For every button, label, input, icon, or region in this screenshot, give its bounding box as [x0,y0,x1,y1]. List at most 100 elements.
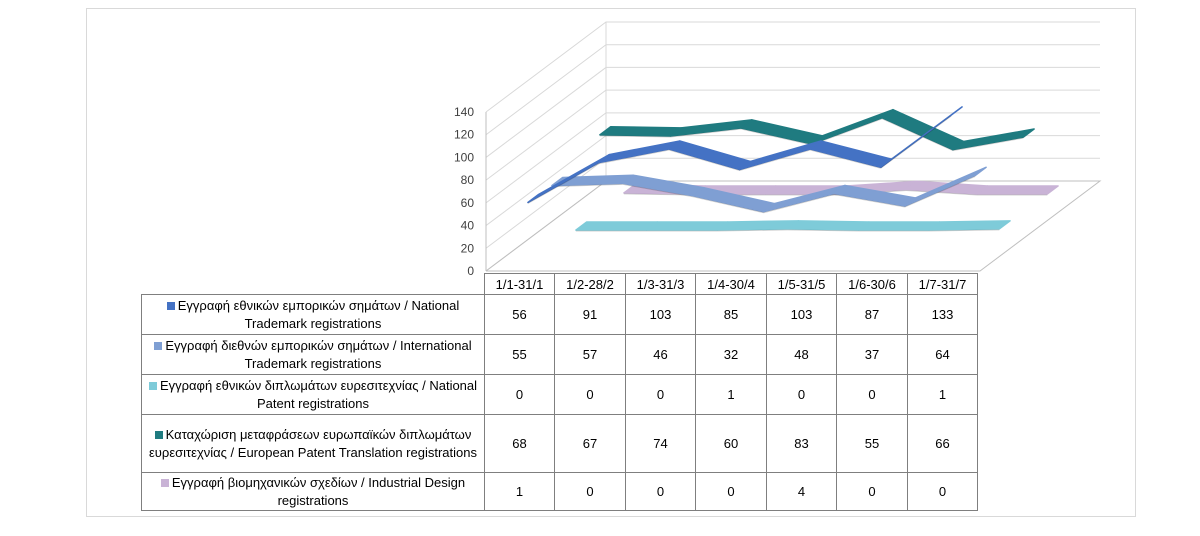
legend-key-icon [148,381,157,390]
series-4-ribbon [599,108,1035,152]
data-value-cell: 0 [554,374,626,415]
table-row: Εγγραφή εθνικών διπλωμάτων ευρεσιτεχνίας… [141,374,978,415]
series-label: Καταχώριση μεταφράσεων ευρωπαϊκών διπλωμ… [141,414,485,473]
data-value-cell: 55 [836,414,908,473]
series-1-edge [668,149,740,171]
series-1-edge [527,163,599,204]
data-value-cell: 55 [484,334,555,375]
data-value-cell: 0 [695,472,767,511]
series-3-edge [787,229,859,232]
series-5-segment [975,185,1059,195]
series-4-segment [951,128,1035,151]
series-1-edge [739,149,811,171]
category-header-row: 1/1-31/1 1/2-28/2 1/3-31/3 1/4-30/4 1/5-31/5… [142,273,978,295]
series-2-edge [551,183,623,188]
x-tick-label: 1/1-31/1 [484,273,555,295]
series-2-segment [903,166,987,207]
data-value-cell: 0 [625,472,696,511]
series-3-ribbon [575,220,1011,232]
data-value-cell: 1 [695,374,767,415]
series-3-edge [928,229,1000,232]
chart-data-table: 1/1-31/1 1/2-28/2 1/3-31/3 1/4-30/4 1/5-31/5… [141,273,978,511]
series-3-edge [717,229,788,232]
data-value-cell: 85 [695,294,767,335]
series-5-edge [906,190,977,196]
series-4-segment [810,108,894,145]
data-value-cell: 0 [554,472,626,511]
data-value-cell: 103 [766,294,837,335]
series-1-segment [809,140,893,168]
series-name: Εγγραφή βιομηχανικών σχεδίων / Industria… [171,474,466,508]
data-value-cell: 91 [554,294,626,335]
data-value-cell: 57 [554,334,626,375]
data-value-cell: 0 [625,374,696,415]
x-tick-label: 1/5-31/5 [766,273,837,295]
series-4-edge [811,118,883,146]
series-2-edge [622,183,694,198]
series-label: Εγγραφή εθνικών διπλωμάτων ευρεσιτεχνίας… [141,374,485,415]
series-4-edge [740,128,812,146]
series-1-ribbon [527,106,963,204]
series-5-edge [623,193,695,196]
table-row: Καταχώριση μεταφράσεων ευρωπαϊκών διπλωμ… [141,414,978,473]
data-value-cell: 48 [766,334,837,375]
legend-key-icon [154,341,163,350]
table-row: Εγγραφή βιομηχανικών σχεδίων / Industria… [141,472,978,511]
data-value-cell: 0 [907,472,978,511]
data-value-cell: 87 [836,294,908,335]
data-value-cell: 32 [695,334,767,375]
series-name: Εγγραφή εθνικών διπλωμάτων ευρεσιτεχνίας… [159,377,478,411]
y-tick-label: 20 [461,241,475,255]
series-4-edge [599,135,671,138]
series-3-segment [575,221,659,231]
series-2-ribbon [551,166,987,214]
series-1-edge [880,115,952,169]
series-3-segment [857,221,941,231]
data-value-cell: 4 [766,472,837,511]
y-tick-label: 140 [454,105,474,119]
series-label: Εγγραφή εθνικών εμπορικών σημάτων / Nati… [141,294,485,335]
data-value-cell: 0 [766,374,837,415]
series-1-edge [598,149,670,165]
series-3-segment [927,220,1011,231]
y-tick-label: 100 [454,150,474,164]
series-1-edge [810,149,881,169]
y-tick-label: 120 [454,128,474,142]
series-4-edge [881,118,953,152]
data-value-cell: 0 [836,472,908,511]
series-2-edge [834,194,905,208]
x-tick-label: 1/4-30/4 [695,273,767,295]
series-4-edge [670,128,742,138]
table-corner [142,274,485,295]
y-tick-label: 0 [467,264,474,278]
series-3-segment [645,221,729,231]
legend-key-icon [154,430,163,439]
table-row: Εγγραφή εθνικών εμπορικών σημάτων / Nati… [141,294,978,335]
data-value-cell: 46 [625,334,696,375]
series-4-segment [599,125,683,137]
series-1-segment [738,140,822,171]
data-value-cell: 67 [554,414,626,473]
data-value-cell: 0 [484,374,555,415]
x-tick-label: 1/2-28/2 [554,273,626,295]
series-3-segment [716,220,800,231]
data-value-cell: 0 [836,374,908,415]
series-1-segment [668,140,752,171]
series-2-edge [763,194,835,214]
series-1-segment [597,140,681,164]
series-4-segment [669,119,753,137]
y-tick-label: 80 [461,173,475,187]
data-value-cell: 133 [907,294,978,335]
series-3-segment [786,220,870,231]
series-label: Εγγραφή βιομηχανικών σχεδίων / Industria… [141,472,485,511]
series-name: Εγγραφή διεθνών εμπορικών σημάτων / Inte… [165,337,472,371]
series-label: Εγγραφή διεθνών εμπορικών σημάτων / Inte… [141,334,485,375]
legend-key-icon [160,478,169,487]
y-tick-label: 60 [461,196,475,210]
data-value-cell: 1 [484,472,555,511]
data-value-cell: 74 [625,414,696,473]
legend-key-icon [166,301,175,310]
data-value-cell: 64 [907,334,978,375]
series-1-segment [879,106,963,168]
